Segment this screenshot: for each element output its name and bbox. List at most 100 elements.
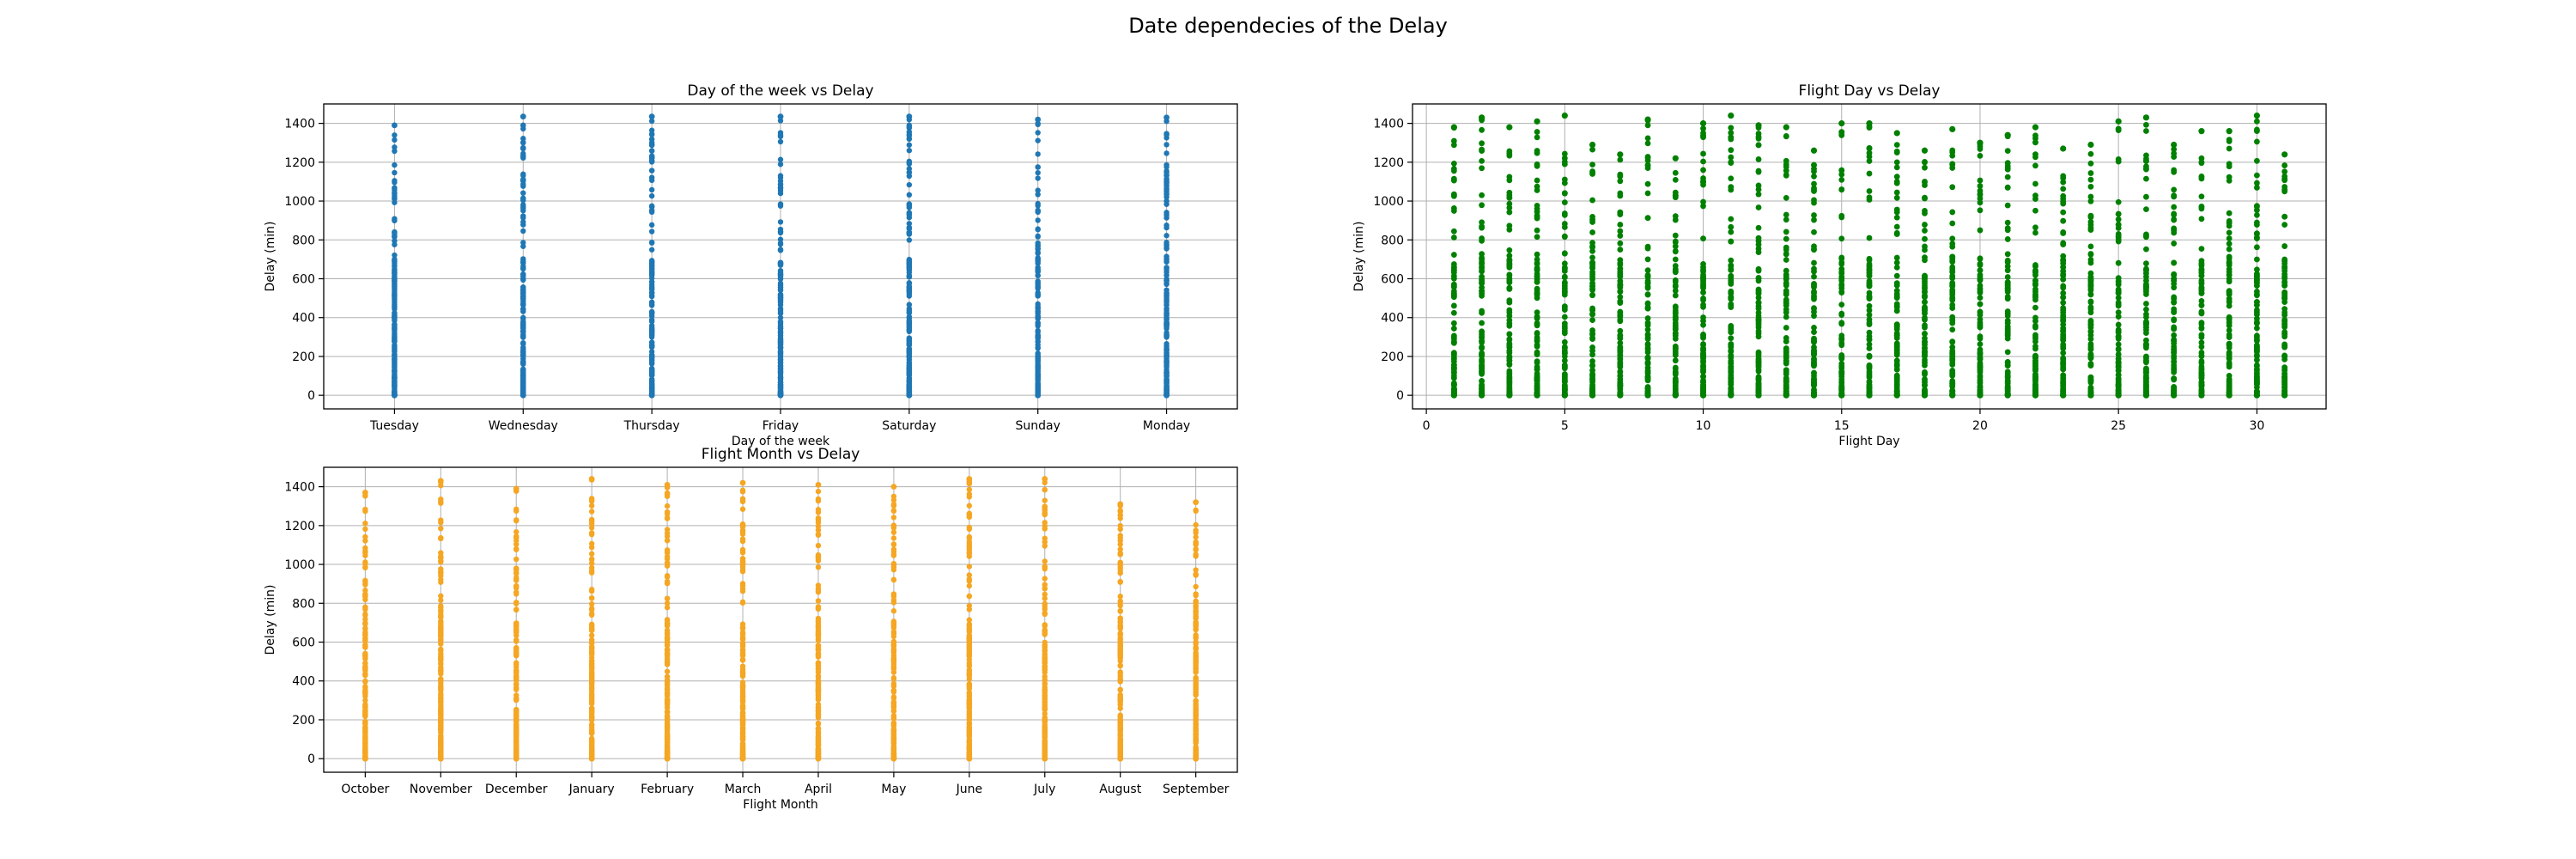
data-point (362, 521, 368, 527)
data-point (1506, 331, 1513, 338)
series-column (2281, 151, 2288, 399)
data-point (2032, 192, 2038, 199)
data-point-max (1534, 118, 1540, 125)
data-point (520, 302, 526, 308)
data-point-min (2198, 392, 2205, 399)
data-point (1893, 194, 1900, 201)
data-point (906, 192, 913, 198)
data-point (2198, 310, 2205, 316)
data-point (2004, 236, 2011, 242)
data-point (1589, 358, 1595, 364)
data-point-max (1921, 147, 1929, 154)
data-point (1561, 268, 1568, 274)
data-point (1534, 251, 1540, 258)
data-point (1672, 263, 1679, 269)
data-point (906, 354, 913, 361)
data-point (1700, 279, 1706, 286)
data-point (2004, 313, 2011, 319)
data-point (1838, 320, 1845, 326)
data-point (1838, 356, 1845, 362)
data-point (1450, 302, 1457, 309)
data-point (1534, 314, 1540, 320)
data-point (1479, 140, 1485, 147)
data-point (1450, 267, 1457, 273)
data-point (906, 375, 913, 381)
data-point (777, 161, 784, 168)
data-point (438, 554, 444, 560)
data-point (1922, 210, 1928, 216)
data-point (513, 722, 519, 728)
data-point (1700, 260, 1706, 267)
data-point (1949, 235, 1956, 242)
data-point (1534, 227, 1540, 234)
data-point (1893, 332, 1900, 339)
data-point (1728, 295, 1735, 302)
data-point (2004, 349, 2011, 356)
data-point (392, 137, 398, 143)
x-tick-label: 15 (1834, 419, 1850, 433)
data-point (1700, 334, 1706, 340)
data-point-max (1589, 141, 1596, 149)
data-point (2171, 352, 2178, 359)
data-point (1728, 147, 1735, 154)
series-column (906, 113, 913, 399)
data-point (1838, 302, 1845, 308)
figure-suptitle: Date dependecies of the Delay (1128, 14, 1448, 38)
data-point (2226, 266, 2233, 272)
data-point (1479, 333, 1485, 340)
data-point (1450, 192, 1457, 199)
data-point (1479, 292, 1485, 299)
data-point (2143, 353, 2149, 360)
data-point (2087, 270, 2094, 277)
data-point (2171, 316, 2178, 323)
data-point (1450, 326, 1457, 332)
data-point (2281, 385, 2288, 392)
data-point (1893, 214, 1900, 221)
data-point (1589, 146, 1595, 153)
data-point (520, 256, 526, 262)
data-point (1506, 271, 1513, 278)
data-point (1838, 376, 1845, 383)
data-point (648, 141, 655, 147)
data-point (392, 148, 398, 155)
data-point (648, 262, 655, 268)
data-point (2004, 263, 2011, 270)
y-tick-label: 800 (292, 234, 315, 247)
data-point-max (1163, 114, 1170, 121)
data-point (438, 691, 444, 698)
data-point (1755, 295, 1762, 301)
data-point (392, 186, 398, 192)
data-point (1534, 183, 1540, 190)
data-point (2004, 379, 2011, 386)
data-point (2032, 262, 2038, 268)
data-point (1534, 273, 1540, 280)
data-point (1783, 357, 1789, 364)
data-point (1811, 268, 1817, 275)
data-point (2087, 150, 2094, 157)
data-point (906, 326, 913, 333)
data-point (1700, 289, 1706, 295)
data-point (2198, 246, 2205, 253)
series-column (1617, 151, 1624, 399)
data-point (2143, 231, 2149, 238)
data-point (2281, 175, 2288, 182)
data-point (1479, 353, 1485, 359)
data-point (1700, 125, 1706, 132)
data-point (1728, 186, 1735, 193)
data-point (777, 181, 784, 187)
data-point (362, 736, 368, 742)
data-point (1672, 345, 1679, 352)
data-point (1783, 282, 1789, 289)
data-point (1479, 254, 1485, 261)
data-point-max (2281, 151, 2288, 158)
data-point (2060, 276, 2067, 283)
data-point-min (1589, 392, 1596, 399)
data-point (1534, 234, 1540, 241)
data-point (2226, 220, 2233, 226)
data-point (777, 201, 784, 207)
data-point (1589, 375, 1595, 381)
data-point (1783, 309, 1789, 316)
data-point (392, 169, 398, 176)
data-point (1479, 309, 1485, 316)
data-point-min (2142, 392, 2150, 399)
